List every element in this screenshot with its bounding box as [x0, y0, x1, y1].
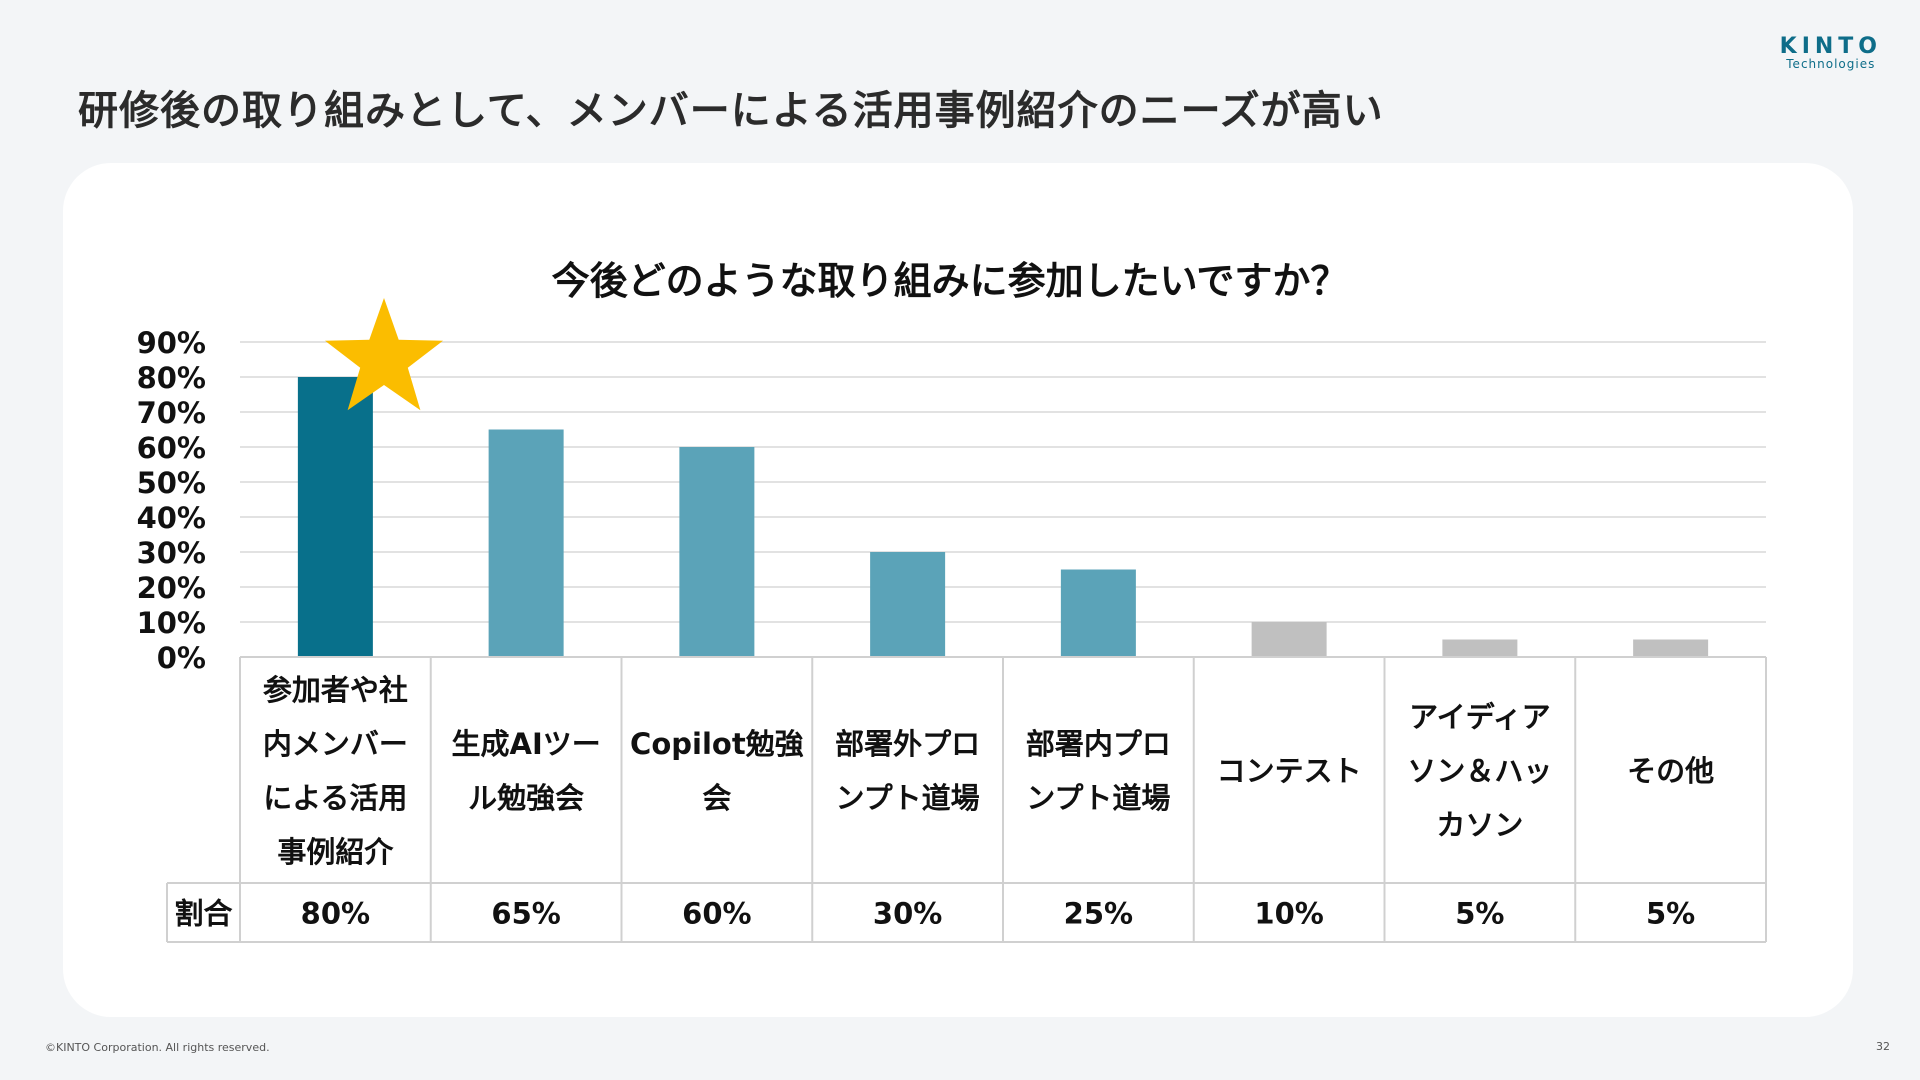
chart-title: 今後どのような取り組みに参加したいですか？ — [551, 259, 1349, 303]
y-tick-label: 60% — [137, 431, 206, 465]
bar — [297, 377, 373, 657]
category-label: 事例紹介 — [277, 835, 394, 869]
category-label: ンプト道場 — [836, 781, 980, 815]
category-label: 会 — [702, 781, 731, 815]
y-tick-label: 70% — [137, 396, 206, 430]
copyright: ©KINTO Corporation. All rights reserved. — [45, 1041, 270, 1054]
category-label: カソン — [1436, 808, 1523, 842]
data-label: 65% — [491, 897, 560, 931]
data-label: 30% — [873, 897, 942, 931]
category-label: 部署外プロ — [835, 727, 980, 761]
data-label: 60% — [682, 897, 751, 931]
bar — [1442, 639, 1518, 657]
category-label: 生成AIツー — [452, 727, 601, 761]
y-tick-label: 0% — [157, 641, 206, 675]
bar — [870, 552, 946, 657]
data-label: 80% — [301, 897, 370, 931]
category-label: その他 — [1627, 754, 1714, 788]
category-label: による活用 — [263, 781, 407, 815]
y-tick-label: 40% — [137, 501, 206, 535]
y-tick-label: 50% — [137, 466, 206, 500]
table-row-label: 割合 — [174, 897, 232, 931]
category-label: 部署内プロ — [1026, 727, 1171, 761]
data-label: 5% — [1646, 897, 1695, 931]
y-tick-label: 80% — [137, 361, 206, 395]
data-label: 25% — [1064, 897, 1133, 931]
y-tick-label: 30% — [137, 536, 206, 570]
data-label: 5% — [1455, 897, 1504, 931]
category-label: コンテスト — [1217, 754, 1362, 788]
star-icon — [325, 298, 443, 411]
page-number: 32 — [1876, 1040, 1890, 1053]
category-label: ル勉強会 — [468, 781, 584, 815]
y-tick-label: 10% — [137, 606, 206, 640]
bar — [1251, 622, 1327, 657]
category-label: 参加者や社 — [263, 673, 408, 707]
y-tick-label: 20% — [137, 571, 206, 605]
y-tick-label: 90% — [137, 326, 206, 360]
data-label: 10% — [1254, 897, 1323, 931]
category-label: 内メンバー — [263, 727, 408, 761]
bar — [1060, 569, 1136, 657]
bar — [679, 447, 755, 657]
bar — [488, 429, 564, 657]
category-label: ンプト道場 — [1026, 781, 1170, 815]
brand-subtitle: Technologies — [1786, 57, 1876, 71]
category-label: ソン＆ハッ — [1407, 754, 1552, 788]
bar — [1633, 639, 1709, 657]
slide-title: 研修後の取り組みとして、メンバーによる活用事例紹介のニーズが高い — [78, 88, 1384, 134]
brand-logo: KINTO Technologies — [1780, 34, 1882, 71]
category-label: アイディア — [1409, 700, 1551, 734]
brand-name: KINTO — [1779, 34, 1882, 59]
category-label: Copilot勉強 — [630, 727, 804, 761]
